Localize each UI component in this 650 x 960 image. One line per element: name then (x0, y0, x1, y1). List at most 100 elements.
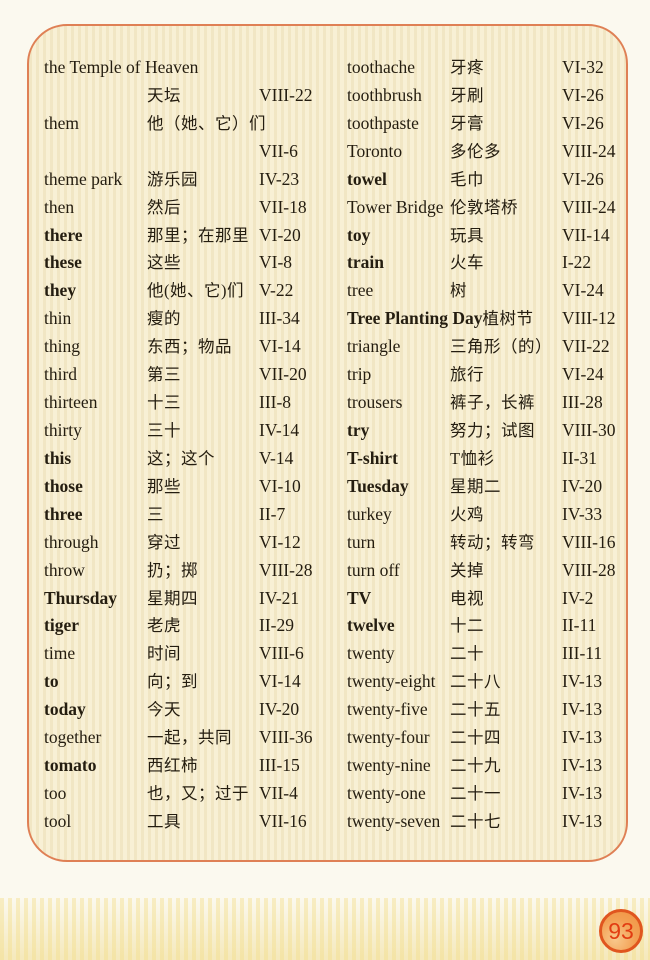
entry-chinese: 二十四 (450, 728, 501, 748)
entry-chinese: 树 (450, 281, 467, 301)
entry-code: III-11 (562, 643, 603, 664)
entry-word: through (44, 531, 99, 552)
entry-word: throw (44, 559, 85, 580)
entry-row: twenty-eight 二十八 IV-13 (347, 668, 634, 696)
entry-code: VIII-6 (259, 643, 304, 664)
entry-word: TV (347, 587, 372, 608)
entry-row: this 这；这个 V-14 (44, 445, 331, 473)
entry-word: trip (347, 364, 372, 385)
entry-code: III-34 (259, 308, 300, 329)
entry-word: towel (347, 168, 387, 189)
entry-word: them (44, 112, 79, 133)
entry-chinese: 二十九 (450, 756, 501, 776)
entry-word: tomato (44, 755, 97, 776)
entry-row: too 也，又；过于 VII-4 (44, 780, 331, 808)
entry-code: VI-10 (259, 475, 301, 496)
entry-code: VIII-16 (562, 531, 616, 552)
entry-code: VI-20 (259, 224, 301, 245)
entry-word: twelve (347, 615, 395, 636)
entry-chinese: 二十五 (450, 700, 501, 720)
entry-code: VIII-24 (562, 196, 616, 217)
entry-chinese: 毛巾 (450, 169, 484, 189)
entry-chinese: 电视 (450, 588, 484, 608)
entry-code: VII-20 (259, 364, 307, 385)
entry-code: VII-4 (259, 782, 298, 803)
entry-row: toothache 牙疼 VI-32 (347, 54, 634, 82)
entry-chinese: 牙膏 (450, 113, 484, 133)
entry-code: VI-26 (562, 112, 604, 133)
entry-word: together (44, 727, 102, 748)
entry-row: trousers 裤子，长裤 III-28 (347, 389, 634, 417)
entry-row: triangle 三角形（的） VII-22 (347, 333, 634, 361)
entry-row: these 这些 VI-8 (44, 249, 331, 277)
entry-word: turn off (347, 559, 400, 580)
entry-code: VII-16 (259, 810, 307, 831)
entry-chinese: 牙刷 (450, 85, 484, 105)
entry-chinese: 转动；转弯 (450, 532, 535, 552)
entry-code: II-7 (259, 503, 286, 524)
entry-code: II-31 (562, 447, 597, 468)
entry-code: IV-13 (562, 755, 603, 776)
entry-chinese: 他(她、它)们 (147, 281, 244, 301)
glossary-column-left: the Temple of Heaven 天坛 VIII-22 them 他（她… (44, 54, 331, 836)
entry-row: train 火车 I-22 (347, 249, 634, 277)
entry-chinese: 十三 (147, 393, 181, 413)
entry-word: third (44, 364, 78, 385)
entry-row: Toronto 多伦多 VIII-24 (347, 138, 634, 166)
entry-code: VI-8 (259, 252, 293, 273)
entry-chinese: 三十 (147, 420, 181, 440)
entry-row: twenty 二十 III-11 (347, 640, 634, 668)
entry-word: too (44, 782, 67, 803)
entry-code: II-29 (259, 615, 294, 636)
entry-chinese: 火车 (450, 253, 484, 273)
entry-code: III-28 (562, 392, 603, 413)
entry-chinese: 十二 (450, 616, 484, 636)
entry-word: thin (44, 308, 72, 329)
entry-chinese: 三角形（的） (450, 337, 552, 357)
entry-chinese: 那里；在那里 (147, 225, 249, 245)
entry-chinese: 时间 (147, 644, 181, 664)
entry-chinese: 东西；物品 (147, 337, 232, 357)
entry-chinese: 牙疼 (450, 58, 484, 77)
entry-word: this (44, 447, 72, 468)
entry-code: VIII-36 (259, 727, 313, 748)
entry-word: twenty-five (347, 699, 428, 720)
entry-word: toothache (347, 57, 416, 77)
entry-word: tree (347, 280, 374, 301)
entry-code: V-14 (259, 447, 294, 468)
entry-code: VI-24 (562, 280, 604, 301)
entry-row: today 今天 IV-20 (44, 696, 331, 724)
entry-row: Thursday 星期四 IV-21 (44, 585, 331, 613)
entry-chinese: 西红柿 (147, 756, 198, 776)
entry-row: together 一起，共同 VIII-36 (44, 724, 331, 752)
entry-word: there (44, 224, 83, 245)
entry-code: VIII-24 (562, 140, 616, 161)
entry-row: third 第三 VII-20 (44, 361, 331, 389)
entry-row: try 努力；试图 VIII-30 (347, 417, 634, 445)
entry-word: toy (347, 224, 371, 245)
entry-row: time 时间 VIII-6 (44, 640, 331, 668)
entry-chinese: 旅行 (450, 365, 484, 385)
entry-code: VIII-30 (562, 419, 616, 440)
entry-row: then 然后 VII-18 (44, 194, 331, 222)
entry-word: Thursday (44, 587, 117, 608)
entry-chinese: 裤子，长裤 (450, 393, 535, 413)
entry-row: toy 玩具 VII-14 (347, 222, 634, 250)
entry-word: triangle (347, 336, 401, 357)
entry-code: IV-20 (259, 699, 300, 720)
entry-code: VI-26 (562, 168, 604, 189)
entry-chinese: 游乐园 (147, 169, 198, 189)
entry-row: theme park 游乐园 IV-23 (44, 166, 331, 194)
entry-chinese: 这些 (147, 253, 181, 273)
entry-code: VIII-12 (562, 308, 616, 329)
entry-word: theme park (44, 168, 123, 189)
entry-chinese: 星期四 (147, 588, 198, 608)
entry-row: turn off 关掉 VIII-28 (347, 557, 634, 585)
entry-chinese: 第三 (147, 365, 181, 385)
entry-row: they 他(她、它)们 V-22 (44, 277, 331, 305)
entry-word: turn (347, 531, 376, 552)
entry-code: VIII-28 (562, 559, 616, 580)
entry-code: IV-13 (562, 810, 603, 831)
entry-word: they (44, 280, 77, 301)
